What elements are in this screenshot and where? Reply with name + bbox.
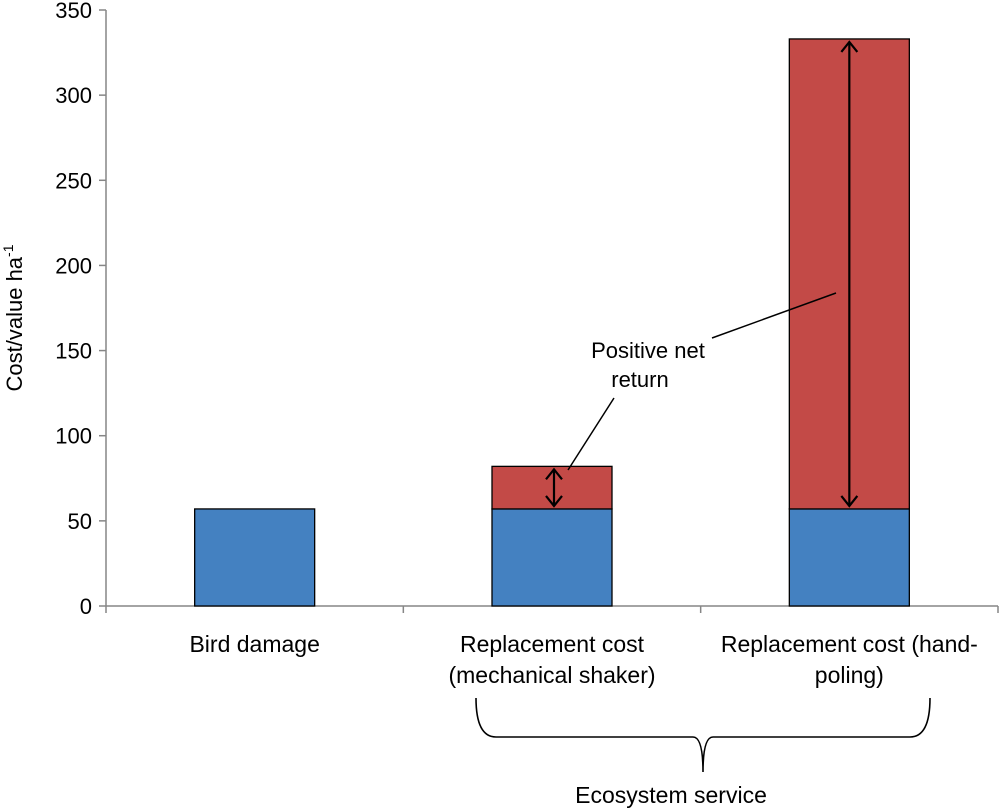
y-tick-label: 0 <box>80 594 92 619</box>
y-tick-label: 300 <box>55 83 92 108</box>
arrow-head-bottom <box>840 495 859 508</box>
arrow-head-top <box>840 40 859 53</box>
bars <box>194 38 910 607</box>
x-category-label: Bird damage <box>189 631 319 657</box>
group-label: Ecosystem service <box>575 782 767 808</box>
arrow-head-bottom <box>545 495 563 508</box>
y-tick-label: 100 <box>55 424 92 449</box>
bar-segment <box>491 508 613 607</box>
group-brace <box>475 697 931 773</box>
y-axis-label-text: Cost/value ha <box>2 256 27 391</box>
arrow-head-top <box>545 467 563 481</box>
y-tick-label: 350 <box>55 0 92 23</box>
annotation-leader-line <box>711 292 837 339</box>
bar-segment <box>788 508 910 607</box>
x-category-label: Replacement cost <box>460 631 645 657</box>
y-tick-label: 250 <box>55 168 92 193</box>
y-tick-label: 150 <box>55 339 92 364</box>
y-axis-label-superscript: -1 <box>0 244 16 257</box>
annotation-leader-line <box>567 397 615 471</box>
x-category-label: Replacement cost (hand- <box>721 631 978 657</box>
y-tick-label: 200 <box>55 253 92 278</box>
annotation-line-1: Positive net <box>591 338 705 363</box>
y-axis-label: Cost/value ha-1 <box>0 244 27 391</box>
y-tick-label: 50 <box>68 509 92 534</box>
axes: 0 50 100 150 200 250 300 350 Bird damage Replacem… <box>55 0 999 688</box>
x-category-label: poling) <box>815 662 884 688</box>
bar-segment <box>194 508 316 607</box>
x-category-label: (mechanical shaker) <box>448 662 655 688</box>
annotations: Positive net return <box>475 40 931 773</box>
annotation-line-2: return <box>611 367 668 392</box>
